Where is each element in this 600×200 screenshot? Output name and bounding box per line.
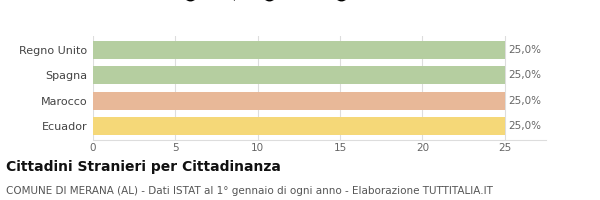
Bar xyxy=(93,41,505,59)
Legend: Europa, Africa, America: Europa, Africa, America xyxy=(178,0,406,1)
Text: COMUNE DI MERANA (AL) - Dati ISTAT al 1° gennaio di ogni anno - Elaborazione TUT: COMUNE DI MERANA (AL) - Dati ISTAT al 1°… xyxy=(6,186,493,196)
Bar xyxy=(93,92,505,110)
Text: 25,0%: 25,0% xyxy=(508,121,541,131)
Text: Cittadini Stranieri per Cittadinanza: Cittadini Stranieri per Cittadinanza xyxy=(6,160,281,174)
Text: 25,0%: 25,0% xyxy=(508,70,541,80)
Text: 25,0%: 25,0% xyxy=(508,45,541,55)
Bar xyxy=(93,117,505,135)
Text: 25,0%: 25,0% xyxy=(508,96,541,106)
Bar xyxy=(93,66,505,84)
